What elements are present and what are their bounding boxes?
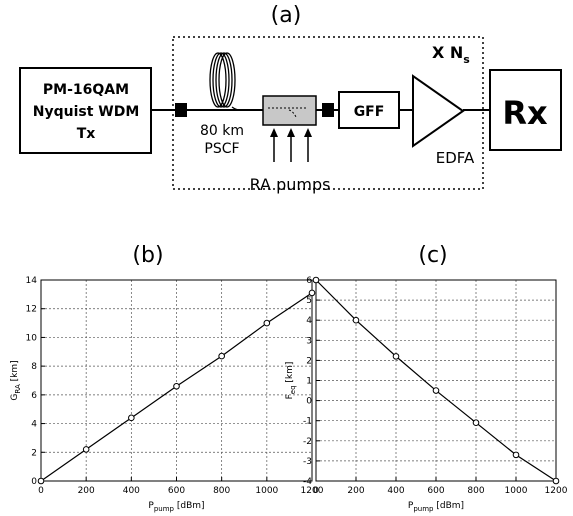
x-tick-label: 800 [467,486,484,496]
data-point [352,316,360,324]
data-point [512,451,520,459]
x-tick-label: 400 [123,486,140,496]
data-point [312,276,320,284]
y-tick-label: 10 [26,333,38,343]
y-tick-label: 12 [26,305,37,315]
data-point [392,353,400,360]
y-tick-label: 1 [306,377,312,387]
block-diagram: PM-16QAM Nyquist WDM Tx 80 km PSCF [19,36,562,194]
tx-line2: Nyquist WDM [33,104,140,120]
x-axis-label: Ppump [dBm] [408,501,464,513]
y-axis-label: GRA [km] [10,360,22,400]
y-tick-label: 2 [31,448,37,458]
fiber-type: PSCF [204,141,239,157]
y-axis-label: Feq [km] [285,362,297,400]
x-tick-label: 1000 [505,486,528,496]
x-tick-label: 0 [313,486,319,496]
x-tick-label: 1200 [545,486,568,496]
y-tick-label: -1 [303,417,312,427]
data-point [308,289,316,297]
repeat-label: X Ns [432,43,470,66]
edfa-amplifier-icon [412,74,465,148]
data-point [263,319,271,327]
receiver-block [489,69,562,151]
panel-a-label: (a) [271,3,302,28]
data-point [128,414,135,422]
y-tick-label: -2 [303,437,312,447]
y-tick-label: 4 [31,420,37,430]
x-tick-label: 800 [213,486,230,496]
edfa-label: EDFA [436,149,475,167]
gff-label: GFF [354,104,385,120]
span-boundary [172,36,484,190]
y-tick-label: 0 [306,397,312,407]
y-tick-label: 14 [26,276,38,286]
y-tick-label: 8 [31,362,37,372]
y-tick-label: -4 [303,477,312,487]
connector [322,103,334,117]
rx-label: Rx [502,94,548,132]
tx-line3: Tx [77,126,96,142]
data-point [472,419,480,427]
x-axis-label: Ppump [dBm] [148,501,204,513]
fiber-length: 80 km [200,123,244,139]
y-tick-label: 5 [306,296,312,306]
y-tick-label: 0 [31,477,37,487]
data-point [432,387,440,394]
y-tick-label: -3 [303,457,312,467]
y-tick-label: 2 [306,356,312,366]
x-tick-label: 600 [168,486,185,496]
x-tick-label: 200 [78,486,95,496]
data-point [552,477,560,485]
pump-arrows-icon [270,128,312,162]
x-tick-label: 200 [347,486,364,496]
x-tick-label: 1200 [301,486,324,496]
y-tick-label: 4 [306,316,312,326]
gff-block [338,91,400,129]
y-tick-label: 6 [306,276,312,286]
panel-c-label: (c) [418,243,447,268]
x-tick-label: 0 [38,486,44,496]
data-point [218,352,225,360]
x-tick-label: 600 [427,486,444,496]
data-point [173,382,180,390]
data-point [82,446,90,453]
chart-noise-figure-vs-pump: 0 200 400 600 800 1000 1200-4-3-2-10123456Ppum… [285,276,568,513]
tx-line1: PM-16QAM [43,82,129,98]
y-tick-label: 3 [306,336,312,346]
x-tick-label: 400 [387,486,404,496]
y-tick-label: 6 [31,391,37,401]
panel-b-label: (b) [132,243,163,268]
ra-pumps-label: RA pumps [250,175,331,194]
connector [175,103,187,117]
data-point [37,477,45,485]
fiber-coil-icon [209,52,241,111]
x-tick-label: 1000 [255,486,278,496]
